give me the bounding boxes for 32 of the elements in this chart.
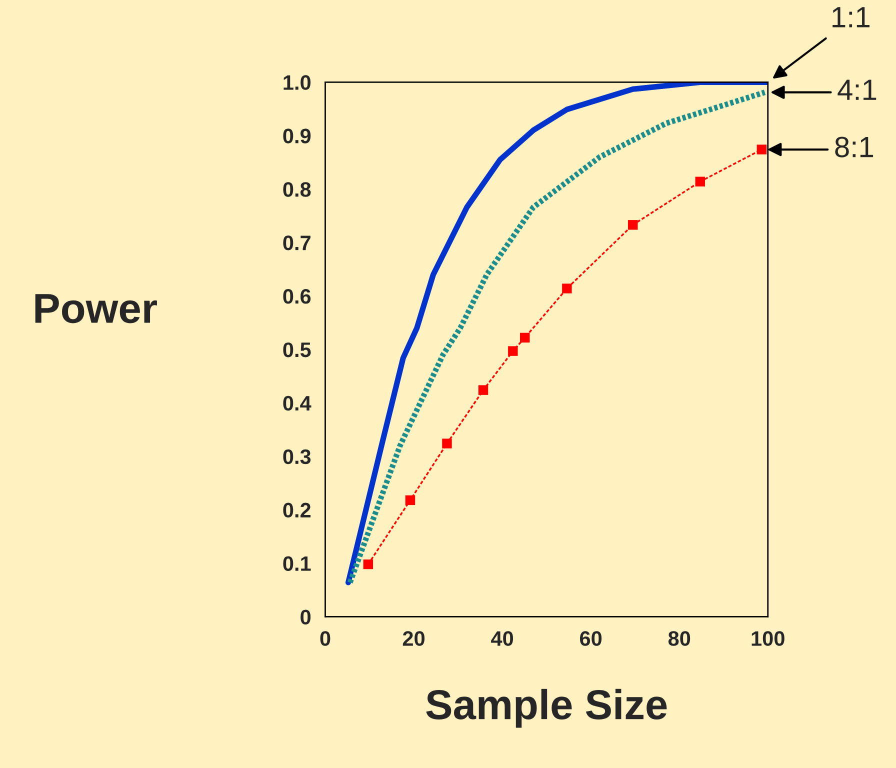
y-tick-label: 0.4 [283, 396, 312, 411]
y-tick-label: 0.3 [283, 449, 311, 464]
point [520, 332, 530, 343]
point [442, 438, 452, 448]
y-tick-label: 0.1 [283, 556, 311, 572]
point [628, 220, 638, 230]
point [363, 559, 374, 570]
y-tick-label: 0.7 [283, 236, 310, 250]
text: 1:1 [832, 7, 870, 28]
x-axis-title: Sample Size [426, 688, 667, 728]
x-tick-label: 40 [491, 631, 514, 646]
y-tick-label: 0.2 [283, 502, 311, 518]
y-axis-title: Power [35, 294, 157, 324]
y-tick-label: 0.6 [283, 288, 311, 304]
y-tick-label: 0.5 [283, 342, 311, 358]
point [562, 284, 572, 294]
text: 8:1 [835, 136, 874, 158]
x-tick-label: 60 [580, 631, 602, 646]
point [508, 346, 518, 356]
y-tick-label: 0.8 [283, 182, 311, 197]
text: 4:1 [838, 80, 876, 100]
point [478, 385, 488, 395]
y-tick-label: 1.0 [284, 75, 311, 90]
x-tick-label: 100 [752, 631, 784, 646]
y-tick-label: 0.9 [283, 128, 311, 144]
point [695, 176, 706, 186]
x-tick-label: 80 [668, 631, 690, 646]
point [405, 495, 416, 506]
x-tick-label: 0 [320, 631, 330, 646]
point [756, 144, 767, 154]
y-tick-label: 0 [300, 610, 311, 624]
x-tick-label: 20 [402, 631, 425, 646]
